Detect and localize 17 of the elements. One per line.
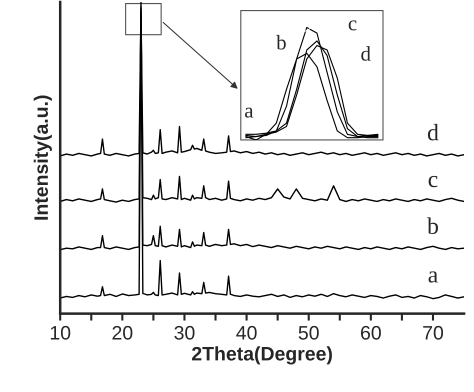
x-tick-label: 10 (50, 326, 70, 340)
series-label: b (427, 217, 438, 234)
series-label: b (276, 34, 286, 50)
series-label: c (348, 20, 357, 30)
x-tick-label: 40 (236, 326, 257, 340)
series-label: c (428, 176, 438, 188)
series-label: d (428, 124, 439, 141)
x-tick-label: 70 (423, 326, 444, 340)
series-label: a (428, 271, 438, 283)
x-tick-label: 30 (174, 326, 195, 340)
x-tick-label: 20 (112, 326, 132, 340)
y-axis-title: Intensity(a.u.) (34, 96, 52, 220)
x-tick-label: 60 (361, 326, 381, 340)
series-label: d (361, 46, 371, 61)
x-tick-label: 50 (298, 326, 319, 340)
series-label: a (245, 108, 254, 118)
x-axis-title: 2Theta(Degree) (192, 346, 332, 365)
